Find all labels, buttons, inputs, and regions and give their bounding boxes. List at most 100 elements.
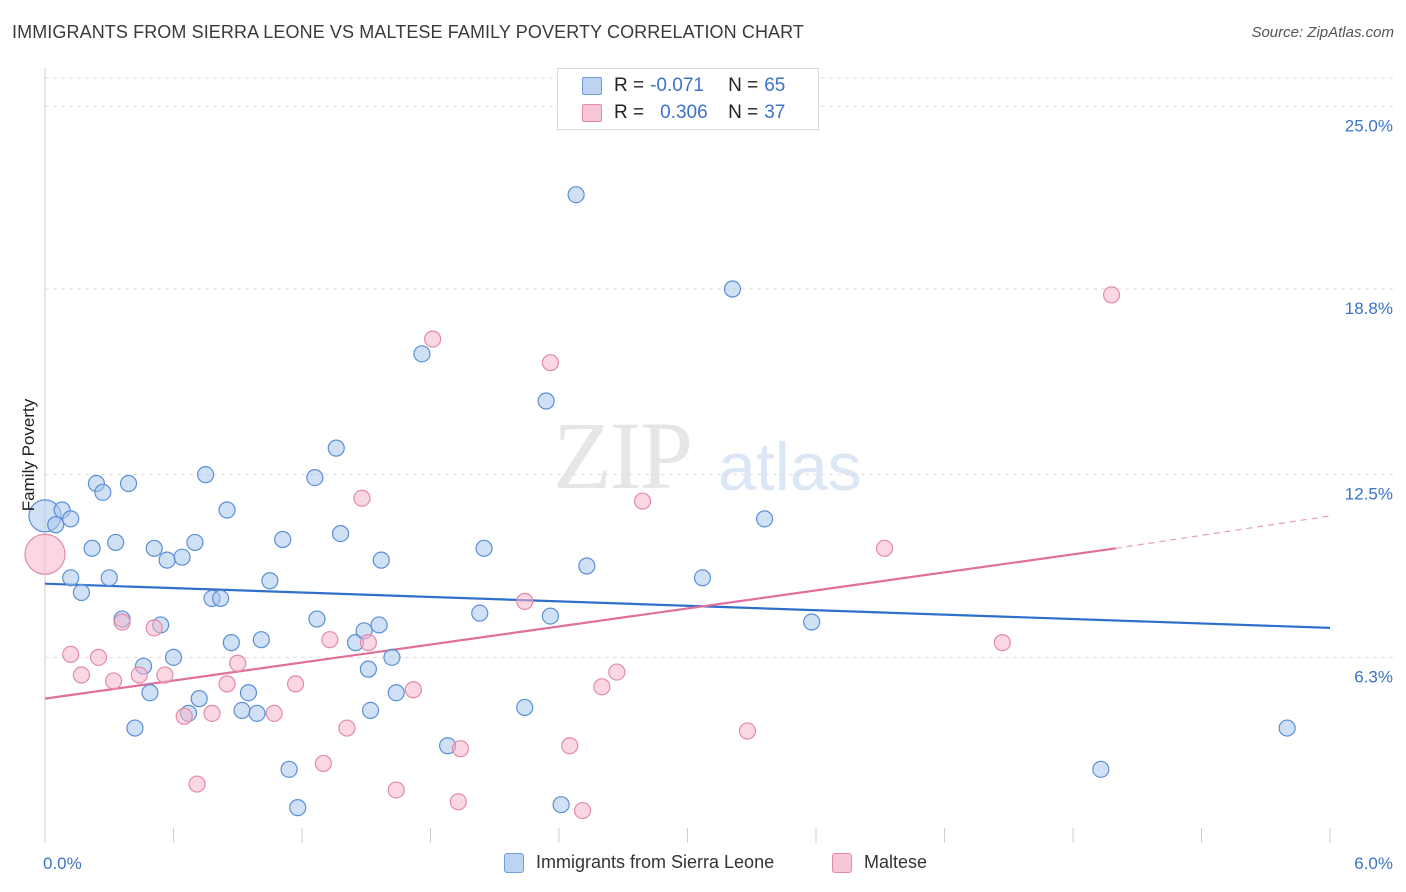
x-tick-label: 0.0% (43, 854, 82, 873)
trend-line-blue (44, 582, 1331, 629)
blue-point (47, 516, 65, 534)
legend-row-maltese: R = 0.306 N = 37 (582, 100, 812, 126)
blue-point (119, 474, 138, 493)
pink-point (1102, 286, 1121, 304)
pink-point (353, 489, 371, 507)
pink-point (72, 666, 91, 684)
watermark-atlas: atlas (718, 429, 862, 505)
legend-r-label: R = (614, 102, 645, 123)
legend-row-sierra-leone: R = -0.071 N = 65 (582, 73, 812, 99)
blue-point (239, 684, 258, 702)
blue-point (107, 533, 125, 552)
blue-point (248, 704, 266, 722)
blue-point (1278, 719, 1296, 737)
blue-point (212, 589, 230, 608)
blue-point (190, 690, 208, 708)
grid-layer (45, 77, 1393, 658)
blue-point (516, 698, 534, 717)
correlation-legend: R = -0.071 N = 65 R = 0.306 N = 37 (557, 68, 819, 130)
legend-n-label: N = (728, 75, 759, 96)
blue-point (197, 466, 215, 484)
blue-point (141, 684, 159, 702)
points-layer (24, 186, 1296, 820)
pink-point (404, 681, 422, 699)
blue-point (145, 539, 163, 557)
blue-point (126, 719, 144, 737)
pink-point (387, 781, 405, 799)
pink-point (104, 672, 123, 690)
y-tick-label: 25.0% (1345, 116, 1393, 135)
blue-point (471, 604, 489, 622)
blue-point (289, 799, 307, 817)
trend-line-pink-extension (1115, 515, 1331, 549)
pink-point (561, 737, 579, 755)
pink-point (89, 648, 108, 666)
blue-point (552, 796, 570, 814)
y-axis-title: Family Poverty (19, 398, 38, 511)
blue-point (387, 684, 405, 702)
legend-swatch-blue (504, 852, 524, 873)
legend-swatch-pink (832, 852, 852, 873)
blue-point (331, 524, 350, 543)
blue-point (537, 392, 555, 410)
blue-point (252, 631, 270, 649)
blue-point (62, 510, 80, 528)
pink-point (24, 533, 66, 575)
blue-point (567, 186, 585, 204)
x-tick-label: 6.0% (1354, 854, 1393, 873)
pink-point (218, 675, 236, 693)
blue-point (803, 613, 821, 631)
y-tick-label: 6.3% (1354, 667, 1393, 686)
blue-point (383, 648, 401, 666)
y-tick-label: 12.5% (1345, 485, 1393, 504)
legend-r-value: 0.306 (660, 102, 708, 123)
legend-item-sierra-leone[interactable]: Immigrants from Sierra Leone (504, 852, 774, 873)
pink-point (286, 675, 305, 693)
blue-point (72, 583, 91, 602)
y-tick-label: 18.8% (1345, 299, 1393, 318)
pink-point (145, 619, 163, 637)
pink-point (314, 754, 333, 773)
blue-point (359, 660, 377, 678)
axis-layer (44, 68, 1331, 843)
pink-point (188, 775, 206, 793)
blue-point (361, 701, 380, 719)
pink-point (541, 354, 560, 372)
pink-point (130, 666, 148, 684)
blue-point (83, 539, 101, 557)
legend-item-maltese[interactable]: Maltese (832, 852, 927, 873)
blue-point (327, 439, 345, 457)
blue-point (308, 610, 326, 628)
pink-point (156, 666, 174, 684)
blue-point (755, 510, 774, 528)
blue-point (693, 569, 712, 587)
pink-point (359, 634, 377, 652)
legend-r-label: R = (614, 75, 645, 96)
legend-r-value: -0.071 (650, 75, 704, 96)
blue-point (233, 701, 251, 719)
legend-n-value: 37 (764, 102, 786, 123)
blue-point (372, 551, 390, 569)
blue-point (158, 551, 176, 569)
pink-point (203, 704, 221, 722)
label-layer: 6.3% 12.5% 18.8% 25.0% 0.0% 6.0% Family Povert… (19, 116, 1393, 873)
pink-point (175, 707, 193, 725)
blue-point (218, 501, 236, 519)
pink-point (451, 740, 470, 758)
pink-point (113, 613, 131, 631)
legend-label-maltese: Maltese (864, 852, 928, 872)
blue-point (475, 539, 493, 557)
pink-point (338, 719, 356, 737)
blue-point (541, 607, 560, 625)
pink-point (608, 663, 626, 681)
chart-title: IMMIGRANTS FROM SIERRA LEONE VS MALTESE … (12, 22, 805, 42)
legend-label-sierra-leone: Immigrants from Sierra Leone (536, 852, 775, 872)
pink-point (593, 678, 611, 696)
trend-layer (44, 515, 1331, 700)
pink-point (321, 631, 339, 649)
pink-point (424, 330, 442, 348)
blue-point (280, 760, 298, 778)
pink-point (449, 793, 467, 811)
blue-point (173, 548, 191, 566)
